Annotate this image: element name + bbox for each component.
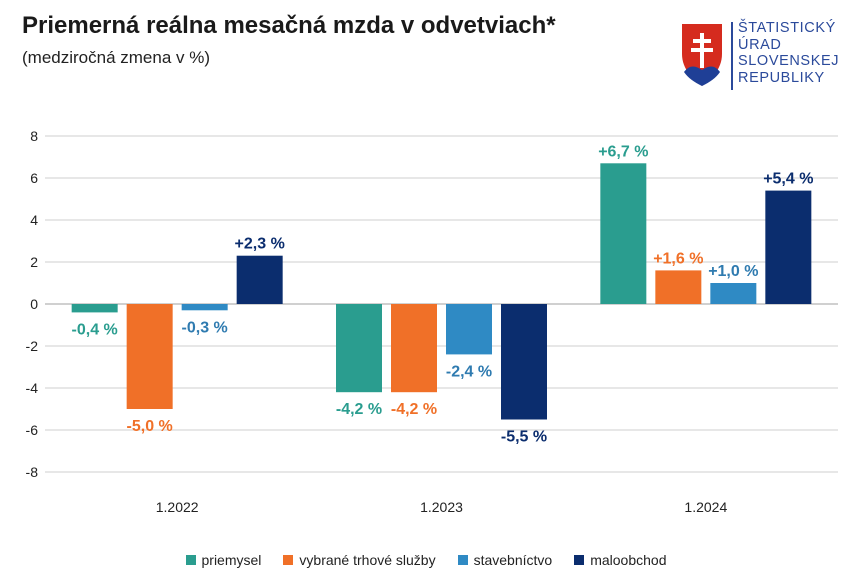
y-tick-label: -2 [26,338,39,354]
logo-line: SLOVENSKEJ [738,53,840,69]
legend-item-maloobchod: maloobchod [574,552,666,568]
bar [126,304,173,409]
data-label: -5,5 % [501,429,547,446]
data-label: +5,4 % [763,171,813,188]
data-label: -4,2 % [391,401,437,418]
logo-wordmark: ŠTATISTICKÝ ÚRAD SLOVENSKEJ REPUBLIKY [738,20,839,86]
bar [236,255,283,304]
legend-label: priemysel [201,552,262,568]
bar [336,304,382,393]
bar [655,270,702,304]
slovak-coat-of-arms-icon [682,22,733,90]
x-tick-label: 1.2023 [420,499,463,515]
bar [181,304,228,311]
bar [446,304,492,355]
legend-label: stavebníctvo [473,552,553,568]
data-label: +6,7 % [598,143,648,160]
legend-label: vybrané trhové služby [299,552,436,568]
chart-subtitle: (medziročná zmena v %) [22,48,211,67]
legend-item-priemysel: priemysel [185,552,262,568]
legend-item-sluzby: vybrané trhové služby [283,552,436,568]
data-label: -5,0 % [127,418,173,435]
y-tick-label: -8 [26,464,39,480]
y-tick-label: 6 [30,170,38,186]
data-label: -2,4 % [446,363,492,380]
bar [765,190,812,304]
chart-title: Priemerná reálna mesačná mzda v odvetvia… [22,12,556,39]
logo-line: REPUBLIKY [738,69,825,86]
legend-swatch [283,555,294,565]
x-tick-label: 1.2022 [156,499,199,515]
data-label: -0,3 % [182,319,228,336]
y-tick-label: 2 [30,254,38,270]
legend-swatch [185,555,196,565]
y-tick-label: 4 [30,212,38,228]
bar [501,304,547,420]
legend-label: maloobchod [590,552,667,568]
y-tick-label: 8 [30,128,38,144]
y-tick-label: 0 [30,296,38,312]
data-label: +2,3 % [235,236,285,253]
legend-swatch [457,555,468,565]
data-label: +1,0 % [708,263,758,280]
legend-item-stavebnictvo: stavebníctvo [457,552,553,568]
bar [71,304,118,313]
y-tick-label: -4 [26,380,39,396]
bar [600,163,647,304]
data-label: -0,4 % [72,321,118,338]
bar [391,304,437,393]
data-label: -4,2 % [336,401,382,418]
bar [710,283,757,304]
legend-swatch [574,555,585,565]
logo-line: ŠTATISTICKÝ [738,20,836,36]
logo-line: ÚRAD [738,36,782,53]
legend: priemysel vybrané trhové služby stavební… [0,552,852,568]
y-tick-label: -6 [26,422,39,438]
data-label: +1,6 % [653,250,703,267]
bar-chart: 8 6 4 2 0 -2 -4 -6 -8 -0,4 % -5,0 % -0,3 % +2,3 % 1.2… [26,128,838,515]
x-tick-label: 1.2024 [684,499,727,515]
